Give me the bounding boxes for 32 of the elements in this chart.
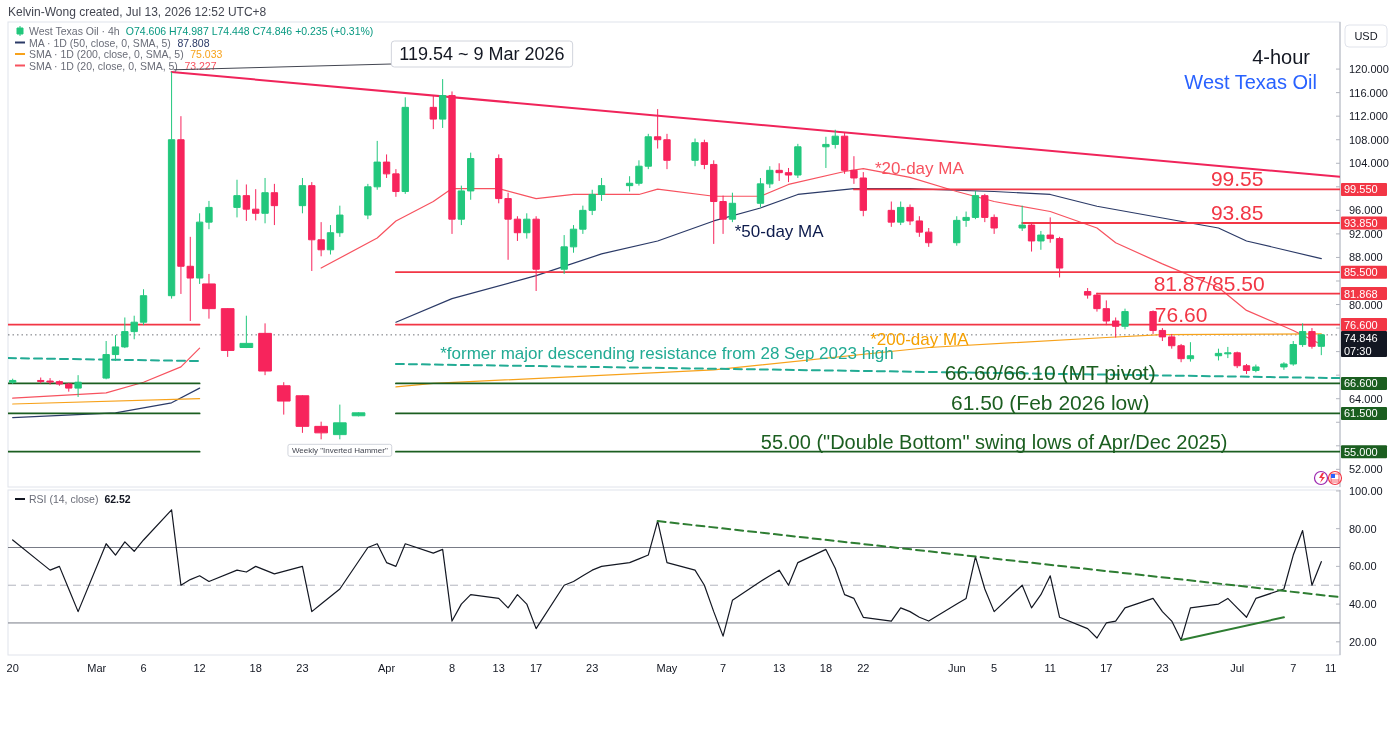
- x-tick-label: 18: [249, 662, 262, 674]
- legend-label: RSI (14, close): [29, 493, 99, 505]
- x-tick-label: 7: [1290, 662, 1297, 674]
- x-tick-label: Jun: [947, 662, 966, 674]
- x-tick-label: 18: [819, 662, 833, 674]
- x-tick-label: 11: [1324, 662, 1337, 674]
- y-tick-label: 20.00: [1349, 635, 1377, 648]
- x-tick-label: 23: [296, 662, 309, 674]
- x-tick-label: 8: [448, 662, 456, 674]
- x-tick-label: 23: [1156, 662, 1169, 674]
- x-tick-label: 7: [720, 662, 727, 674]
- x-tick-label: 13: [492, 662, 505, 674]
- x-tick-label: 23: [586, 662, 599, 674]
- x-tick-label: 12: [193, 662, 206, 674]
- annotation: 62.52: [104, 493, 131, 505]
- y-tick-label: 60.00: [1349, 560, 1377, 573]
- x-tick-label: 6: [140, 662, 147, 674]
- line-series: [12, 509, 1322, 641]
- y-tick-label: 40.00: [1349, 598, 1377, 611]
- x-tick-label: 11: [1044, 662, 1056, 674]
- x-tick-label: 17: [1100, 662, 1113, 674]
- x-tick-label: 22: [857, 662, 870, 674]
- x-tick-label: 17: [530, 662, 543, 674]
- x-tick-label: May: [656, 662, 678, 674]
- x-tick-label: Jul: [1230, 662, 1245, 674]
- x-tick-label: Apr: [378, 662, 396, 674]
- x-tick-label: Mar: [87, 662, 107, 674]
- x-tick-label: 5: [991, 662, 998, 674]
- x-tick-label: 13: [773, 662, 786, 674]
- x-tick-label: 20: [6, 662, 19, 674]
- y-tick-label: 100.00: [1349, 484, 1383, 497]
- y-tick-label: 80.00: [1349, 522, 1377, 535]
